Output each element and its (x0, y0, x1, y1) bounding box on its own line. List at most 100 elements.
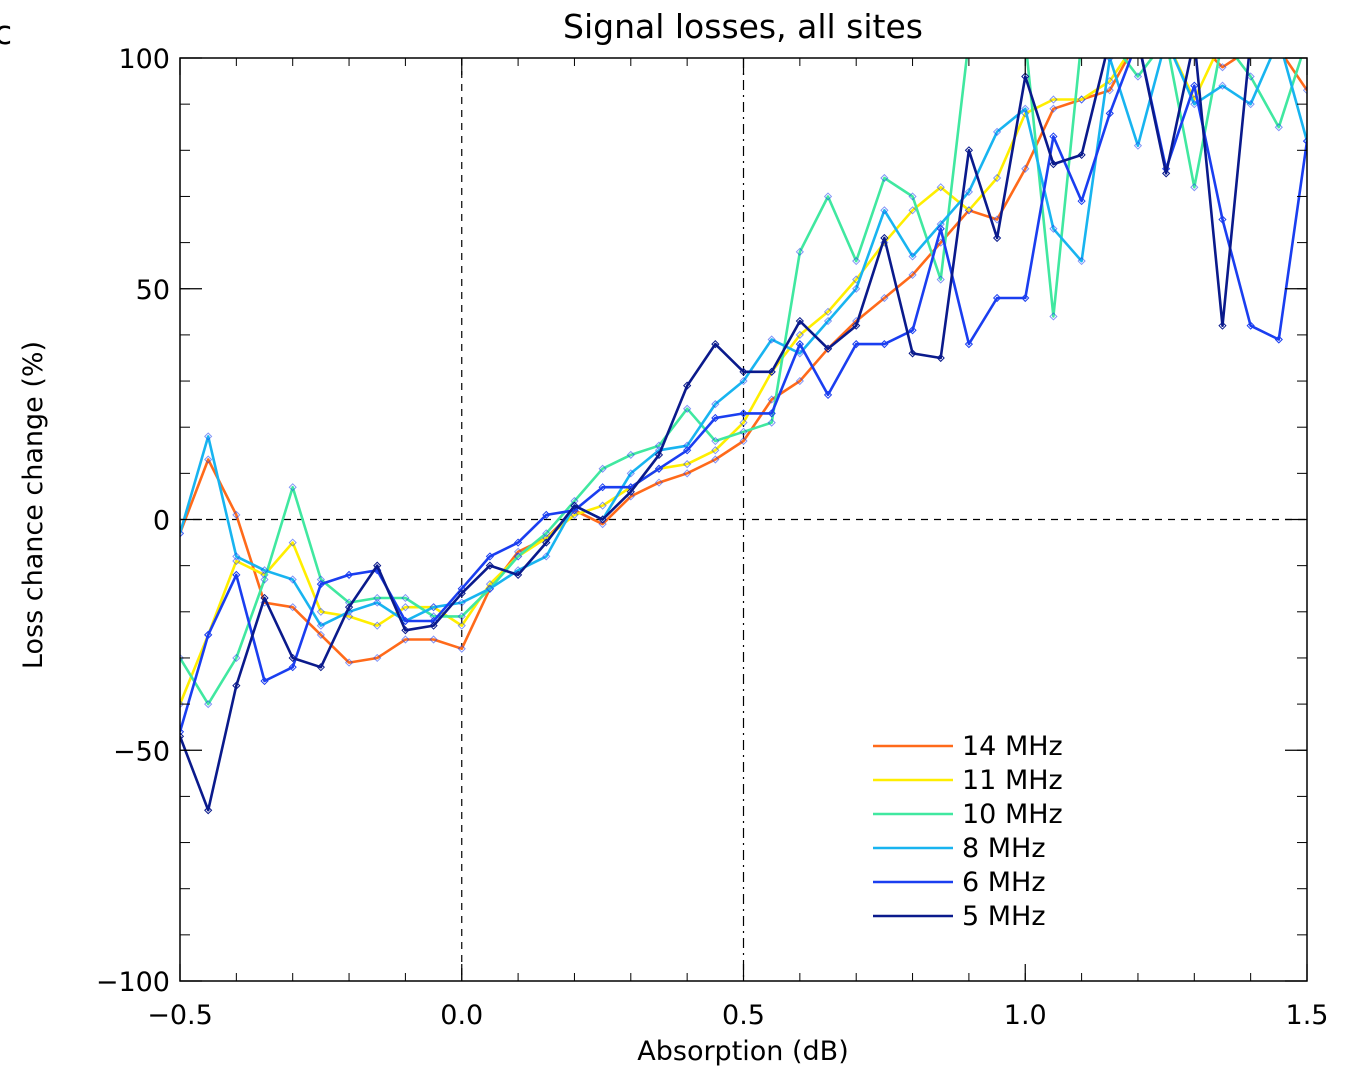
x-tick-label: 0.5 (722, 1000, 765, 1031)
data-point (429, 603, 438, 612)
series-line (180, 58, 1303, 706)
data-point (598, 520, 607, 529)
data-point (316, 630, 325, 639)
data-point (1218, 321, 1227, 330)
data-point (711, 446, 720, 455)
data-point (570, 501, 579, 510)
x-axis-ticks: −0.5 0.0 0.5 1.0 1.5 (147, 58, 1328, 1031)
data-point (711, 436, 720, 446)
data-point (683, 446, 692, 455)
data-point (964, 206, 974, 215)
data-point (711, 455, 720, 464)
legend-label: 5 MHz (962, 901, 1046, 932)
data-point (401, 603, 410, 612)
data-point (739, 409, 748, 418)
data-point (204, 455, 213, 464)
chart-title: Signal losses, all sites (563, 7, 923, 46)
y-tick-label: −50 (113, 736, 170, 767)
data-point (316, 621, 325, 630)
data-point (1049, 132, 1058, 141)
data-point (880, 173, 889, 183)
data-point (1191, 36, 1198, 43)
legend-label: 14 MHz (962, 731, 1063, 762)
data-point (767, 409, 776, 418)
data-point (180, 732, 185, 741)
data-point (457, 612, 466, 621)
data-point (288, 603, 297, 612)
data-point (795, 247, 804, 256)
y-tick-label: −100 (96, 967, 170, 998)
data-point (1163, 36, 1170, 43)
data-point (852, 321, 861, 330)
panel-label: c (0, 13, 12, 52)
data-point (795, 376, 804, 386)
data-point (683, 381, 692, 390)
data-point (344, 603, 354, 612)
data-point (711, 413, 720, 423)
data-point (1077, 150, 1086, 160)
data-point (992, 127, 1002, 136)
data-point (1190, 183, 1199, 192)
data-point (288, 653, 297, 663)
data-point (316, 663, 325, 672)
data-point (316, 607, 325, 616)
data-point (513, 552, 523, 561)
x-tick-label: 1.0 (1004, 1000, 1047, 1031)
data-point (880, 206, 889, 215)
data-point (1022, 36, 1029, 43)
data-point (1163, 36, 1170, 43)
data-point (1078, 36, 1085, 43)
data-point (429, 635, 438, 644)
data-point (936, 275, 945, 284)
data-point (823, 307, 833, 316)
data-point (204, 630, 213, 639)
data-point (288, 575, 297, 584)
data-point (908, 349, 917, 358)
data-point (344, 570, 354, 579)
data-point (1106, 36, 1113, 43)
data-point (1163, 36, 1170, 43)
data-point (429, 621, 438, 630)
data-point (1247, 36, 1254, 43)
data-point (711, 400, 720, 409)
data-point (964, 146, 974, 155)
data-point (598, 515, 607, 524)
data-point (485, 584, 495, 593)
data-point (1135, 36, 1142, 43)
data-point (852, 340, 861, 349)
data-point (908, 252, 917, 261)
data-point (232, 510, 241, 519)
data-point (626, 487, 635, 496)
data-point (626, 469, 635, 478)
data-point (1049, 104, 1058, 113)
data-point (992, 233, 1002, 243)
data-point (767, 367, 776, 376)
data-point (739, 427, 748, 436)
data-point (1105, 86, 1114, 95)
data-point (542, 510, 551, 519)
data-point (1190, 81, 1199, 90)
data-point (542, 552, 551, 561)
data-point (795, 330, 804, 340)
data-point (1275, 36, 1282, 43)
data-point (795, 316, 804, 326)
data-point (936, 183, 945, 192)
data-point (401, 616, 410, 626)
data-point (542, 538, 551, 547)
data-point (344, 658, 354, 667)
data-point (1275, 45, 1282, 52)
data-point (1190, 100, 1199, 109)
data-point (823, 192, 833, 201)
legend-label: 11 MHz (962, 765, 1063, 796)
data-point (204, 806, 213, 815)
data-point (260, 566, 269, 575)
data-point (1162, 169, 1171, 178)
data-point (767, 395, 776, 404)
y-tick-label: 100 (118, 44, 170, 75)
y-axis-label: Loss chance change (%) (18, 341, 49, 669)
data-point (711, 340, 720, 349)
data-point (1049, 95, 1058, 104)
data-point (683, 460, 692, 469)
series-line (180, 58, 1307, 733)
data-point (654, 450, 664, 459)
